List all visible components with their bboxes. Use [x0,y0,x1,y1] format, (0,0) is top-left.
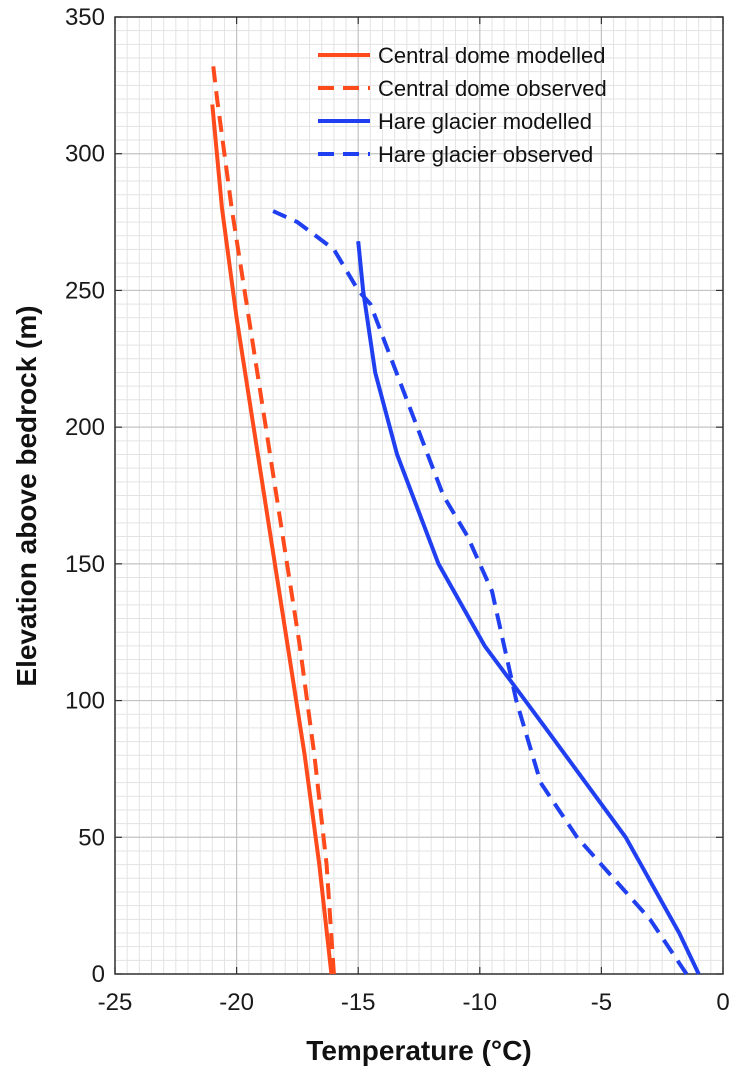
y-tick-label: 0 [92,961,105,988]
y-tick-label: 300 [65,141,105,168]
legend: Central dome modelled Central dome observ… [318,43,607,167]
plot-frame [114,16,724,975]
series-line-4 [272,209,689,976]
y-tick-labels: 0 50 100 150 200 250 300 350 [65,4,105,988]
x-tick-label: -25 [98,989,133,1016]
legend-label-3: Hare glacier modelled [378,109,592,134]
y-tick-label: 150 [65,551,105,578]
y-axis-label: Elevation above bedrock (m) [11,305,42,686]
x-tick-label: -5 [591,989,612,1016]
y-tick-label: 250 [65,277,105,304]
axis-ticks [114,16,724,975]
series-line-2 [210,57,336,975]
legend-label-4: Hare glacier observed [378,142,593,167]
x-axis-label: Temperature (°C) [306,1035,531,1066]
x-tick-labels: -25 -20 -15 -10 -5 0 [98,989,730,1016]
series-line-3 [356,241,701,975]
legend-label-1: Central dome modelled [378,43,605,68]
x-tick-label: -10 [462,989,497,1016]
y-tick-label: 350 [65,4,105,31]
legend-label-2: Central dome observed [378,76,607,101]
y-tick-label: 50 [78,824,105,851]
x-tick-label: -20 [219,989,254,1016]
series-layer [210,57,701,976]
y-tick-label: 200 [65,414,105,441]
y-tick-label: 100 [65,688,105,715]
x-tick-label: -15 [341,989,376,1016]
series-line-1 [210,104,334,975]
x-tick-label: 0 [716,989,729,1016]
